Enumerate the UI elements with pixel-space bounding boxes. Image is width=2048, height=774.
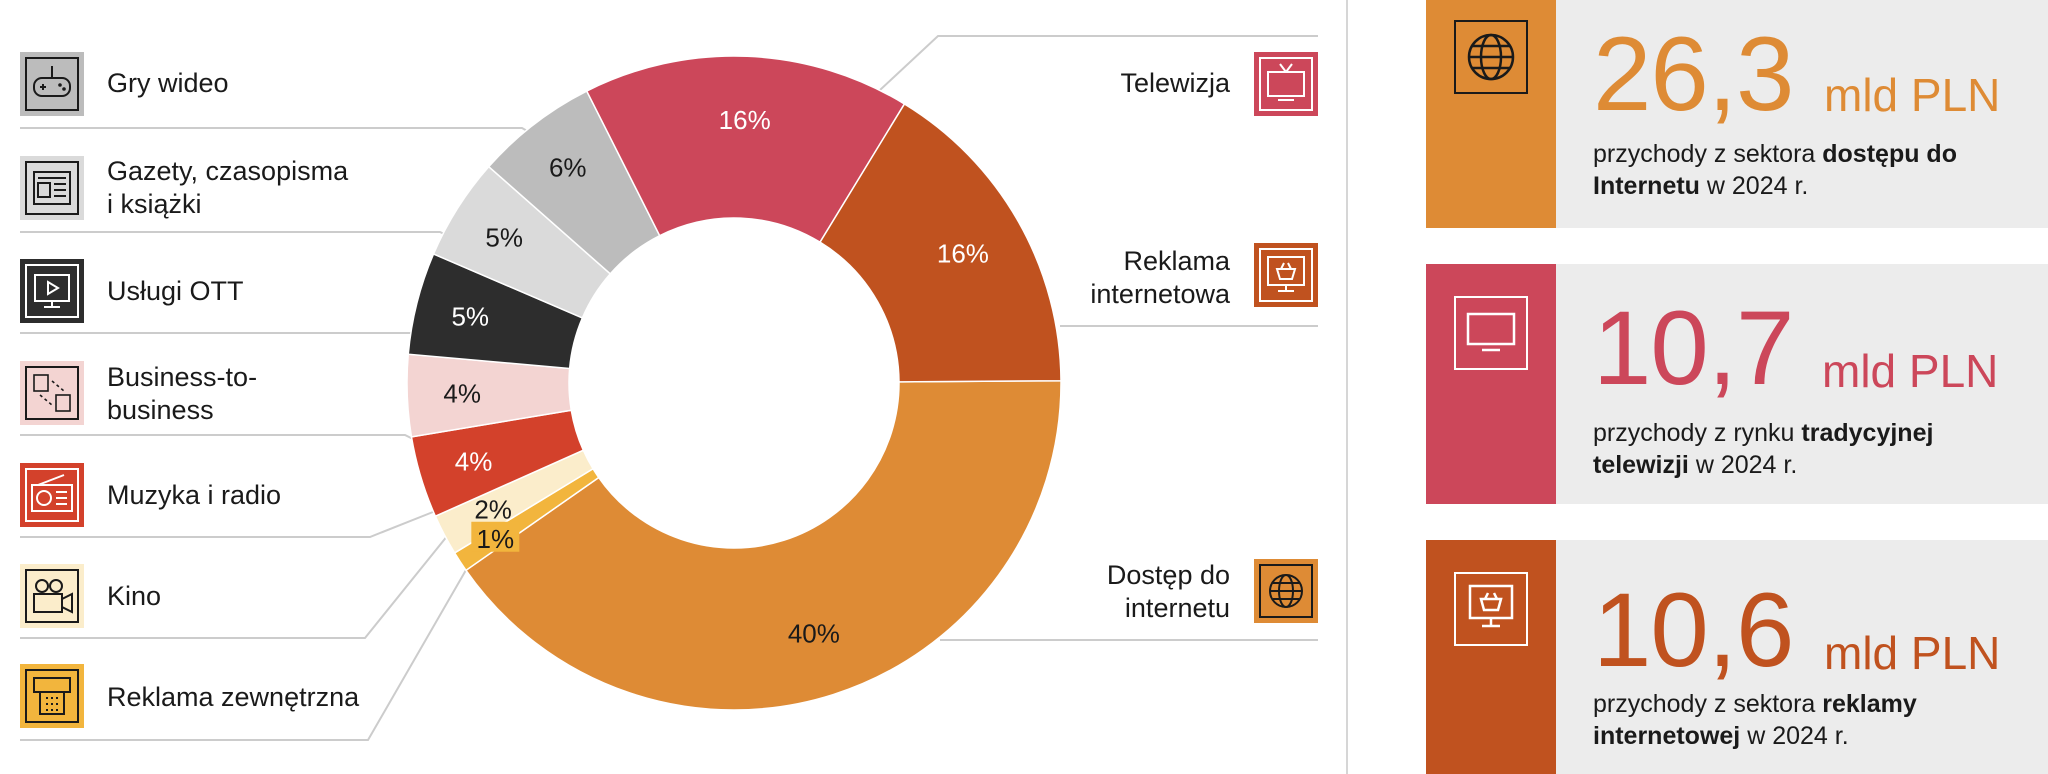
leader-line — [20, 509, 439, 538]
slice-label-gry-wideo: 6% — [549, 153, 587, 183]
slice-label-business-to-business: 4% — [443, 379, 481, 409]
leader-line — [20, 534, 449, 639]
slice-label-reklama-zewn-trzna: 1% — [477, 524, 515, 554]
legend-label-reklama-zewnetrzna: Reklama zewnętrzna — [107, 682, 360, 712]
billboard-icon — [20, 664, 84, 728]
globe-icon — [1454, 20, 1528, 94]
leader-line — [20, 569, 467, 741]
stat-description: przychody z sektora dostępu do Internetu… — [1593, 140, 1957, 200]
legend-label-reklama-internetowa: Reklama internetowa — [1090, 246, 1230, 309]
stat-color-bar — [1426, 540, 1556, 774]
panel-divider — [1346, 0, 1348, 774]
slice-label-gazety-czasopisma-i-ksi-ki: 5% — [485, 223, 523, 253]
leader-lines — [20, 35, 1318, 741]
globe-icon — [1254, 559, 1318, 623]
slice-labels: 40% 1%2% 4% 4% 5% 5% 6% 16% 16% — [443, 105, 989, 648]
legend-label-telewizja: Telewizja — [1120, 68, 1230, 98]
leader-line — [20, 231, 489, 256]
legend-label-dostep: Dostęp do internetu — [1106, 560, 1230, 623]
legend-label-ott: Usługi OTT — [107, 276, 244, 306]
movie-camera-icon — [20, 564, 84, 628]
b2b-documents-icon — [20, 361, 84, 425]
slice-label-us-ugi-ott: 5% — [451, 302, 489, 332]
stat-card-internet: 26,3 mld PLN przychody z sektora dostępu… — [1426, 0, 2048, 228]
slice-label-telewizja: 16% — [719, 105, 771, 135]
tv-icon — [1454, 296, 1528, 370]
tv-icon — [1254, 52, 1318, 116]
stat-card-tv: 10,7 mld PLN przychody z rynku tradycyjn… — [1426, 264, 2048, 504]
slice-label-muzyka-i-radio: 4% — [455, 446, 493, 476]
leader-line — [879, 35, 1318, 91]
ott-screen-icon — [20, 259, 84, 323]
gamepad-icon — [20, 52, 84, 116]
donut-slices — [406, 55, 1062, 711]
stat-unit: mld PLN — [1824, 627, 2001, 679]
slice-label-reklama-internetowa: 16% — [937, 239, 989, 269]
slice-dost-p-do-internetu — [464, 379, 1062, 711]
legend-label-gry-wideo: Gry wideo — [107, 68, 229, 98]
stat-description: przychody z sektora reklamy internetowej… — [1593, 690, 1917, 750]
legend-label-kino: Kino — [107, 581, 162, 611]
online-shop-icon — [1454, 572, 1528, 646]
stat-value: 10,6 — [1593, 572, 1794, 689]
stat-unit: mld PLN — [1824, 69, 2001, 121]
slice-label-dost-p-do-internetu: 40% — [788, 619, 840, 649]
newspaper-icon — [20, 156, 84, 220]
stat-value: 10,7 — [1593, 290, 1794, 407]
stat-card-ads: 10,6 mld PLN przychody z sektora reklamy… — [1426, 540, 2048, 774]
leader-line — [20, 127, 561, 151]
stat-description: przychody z rynku tradycyjnej telewizji … — [1593, 419, 1934, 479]
online-shop-icon — [1254, 243, 1318, 307]
slice-reklama-internetowa — [818, 102, 1062, 383]
stat-color-bar — [1426, 0, 1556, 228]
stat-color-bar — [1426, 264, 1556, 504]
leader-line — [20, 434, 416, 441]
stat-value: 26,3 — [1593, 16, 1794, 133]
slice-telewizja — [585, 55, 906, 244]
legend-label-gazety: Gazety, czasopisma i książki — [107, 156, 349, 219]
radio-icon — [20, 463, 84, 527]
slice-label-kino: 2% — [474, 494, 512, 524]
legend-label-muzyka: Muzyka i radio — [107, 480, 282, 510]
stat-unit: mld PLN — [1822, 345, 1999, 397]
slice-label-bg — [471, 521, 520, 552]
leader-line — [20, 332, 431, 343]
legend-label-b2b: Business-to- business — [107, 362, 258, 425]
